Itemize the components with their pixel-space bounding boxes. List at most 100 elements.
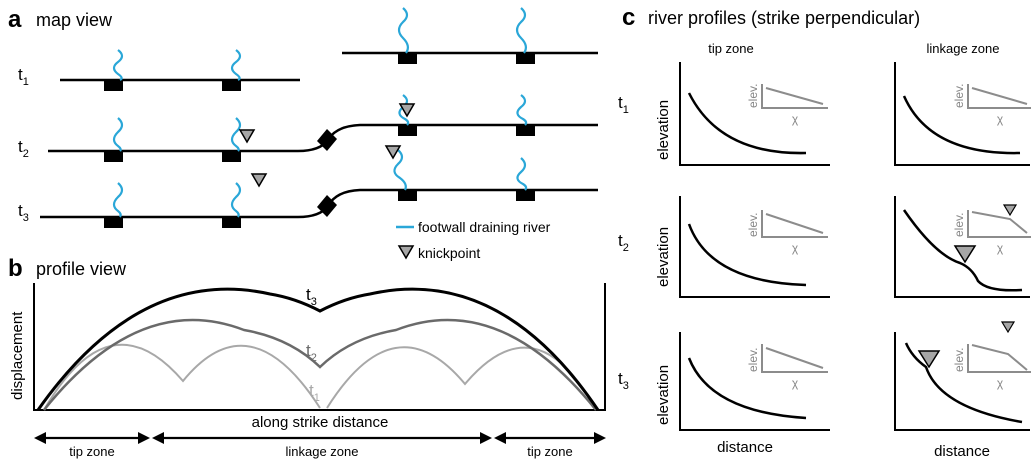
inset-ylabel: elev. <box>952 348 966 372</box>
fault-tick <box>398 53 417 64</box>
river-icon <box>516 94 528 126</box>
inset-axes-link-t1 <box>967 84 1031 109</box>
axes-link-t2 <box>894 196 1030 298</box>
fault-tick <box>222 217 241 228</box>
knickpoint-icon <box>953 245 977 264</box>
panel-c-title: river profiles (strike perpendicular) <box>648 8 920 28</box>
arrow-head-icon <box>34 432 46 444</box>
panel-c-letter: c <box>622 4 635 31</box>
inset-line-link-t2 <box>971 211 1028 234</box>
legend: footwall draining river knickpoint <box>396 219 551 261</box>
knickpoint-icon <box>1002 204 1018 217</box>
inset-line-link-t1 <box>971 87 1028 105</box>
inset-ylabel: elev. <box>746 84 760 108</box>
elevation-label-row1: elevation <box>655 100 672 160</box>
axes-tip-t3 <box>679 332 830 431</box>
river-profile-axes <box>679 62 1030 431</box>
axes-tip-t2 <box>679 196 830 298</box>
inset-ylabel: elev. <box>746 213 760 237</box>
inset-axes-link-t3 <box>967 344 1031 373</box>
profile-axes <box>33 283 606 411</box>
column-header-tip-zone: tip zone <box>708 41 754 56</box>
fault-tick <box>398 125 417 136</box>
distance-label-linkage: distance <box>934 443 990 460</box>
profile-curve-link-t3 <box>904 342 1023 424</box>
fault-tick <box>104 217 123 228</box>
curve-label-t2: t2 <box>306 341 317 364</box>
elevation-label-row3: elevation <box>655 365 672 425</box>
fault-ticks <box>104 53 535 228</box>
inset-ylabel: elev. <box>952 84 966 108</box>
inset-ylabel: elev. <box>746 348 760 372</box>
river-icon <box>230 117 242 152</box>
inset-line-tip-t1 <box>765 87 824 105</box>
zone-arrows <box>34 432 606 444</box>
river-icon <box>230 182 242 218</box>
fault-tick <box>398 190 417 201</box>
zone-label-tip-left: tip zone <box>69 444 115 459</box>
inset-xlabel: χ <box>792 241 799 255</box>
river-icon <box>516 157 528 191</box>
inset-xlabel: χ <box>792 376 799 390</box>
river-icon <box>112 182 124 218</box>
river-icon <box>397 7 410 54</box>
fault-traces <box>40 51 598 219</box>
time-label-t1-profiles: t1 <box>618 93 629 116</box>
legend-river-label: footwall draining river <box>418 219 551 235</box>
linkage-tick-t2 <box>317 129 337 151</box>
time-label-t3-map: t3 <box>18 201 29 224</box>
displacement-curve-t3 <box>36 287 600 411</box>
inset-xlabel: χ <box>792 112 799 126</box>
arrow-head-icon <box>138 432 150 444</box>
column-header-linkage-zone: linkage zone <box>927 41 1000 56</box>
elevation-label-row2: elevation <box>655 227 672 287</box>
inset-labels: elev. χ elev. χ elev. χ elev. χ elev. χ … <box>746 84 1004 390</box>
fault-tick <box>516 125 535 136</box>
fault-tick <box>516 53 535 64</box>
arrow-head-icon <box>494 432 506 444</box>
inset-line-tip-t2 <box>765 213 824 234</box>
profile-curve-link-t1 <box>902 95 1021 155</box>
knickpoint-icon <box>384 145 402 160</box>
time-label-t2-map: t2 <box>18 137 29 160</box>
panel-b-title: profile view <box>36 259 127 279</box>
river-profile-curves <box>687 92 1023 424</box>
axes-link-t1 <box>894 62 1030 166</box>
river-icon <box>398 94 410 126</box>
fault-tick <box>222 80 241 91</box>
footwall-rivers <box>112 7 528 218</box>
inset-axes-tip-t1 <box>761 84 828 109</box>
inset-axes-tip-t2 <box>761 210 828 238</box>
river-icon <box>230 49 242 81</box>
linkage-tick-t3 <box>317 195 337 217</box>
river-icon <box>112 49 124 81</box>
knickpoint-icon <box>238 129 256 144</box>
profile-curve-tip-t2 <box>687 223 807 287</box>
profile-curve-link-t2 <box>902 209 1023 292</box>
inset-ylabel: elev. <box>952 213 966 237</box>
inset-xlabel: χ <box>997 376 1004 390</box>
knickpoints-map <box>238 103 416 188</box>
profile-xlabel: along strike distance <box>252 414 389 431</box>
curve-label-t3: t3 <box>306 285 317 308</box>
panel-c: c river profiles (strike perpendicular) … <box>618 4 1031 460</box>
time-label-t2-profiles: t2 <box>618 231 629 254</box>
river-icon <box>393 149 407 191</box>
fault-tick <box>516 190 535 201</box>
arrow-head-icon <box>480 432 492 444</box>
inset-line-link-t3 <box>971 344 1028 371</box>
profile-curve-tip-t3 <box>687 357 807 420</box>
arrow-head-icon <box>152 432 164 444</box>
knickpoint-icon <box>398 103 416 118</box>
inset-xlabel: χ <box>997 112 1004 126</box>
profile-ylabel: displacement <box>9 311 26 400</box>
time-label-t3-profiles: t3 <box>618 369 629 392</box>
river-icon <box>515 7 528 54</box>
legend-knickpoint-label: knickpoint <box>418 245 480 261</box>
inset-line-tip-t3 <box>765 347 824 369</box>
inset-knickpoints <box>1000 204 1018 334</box>
knickpoints-profiles <box>917 245 977 369</box>
inset-axes-tip-t3 <box>761 344 828 373</box>
displacement-curve-t2 <box>43 318 597 411</box>
